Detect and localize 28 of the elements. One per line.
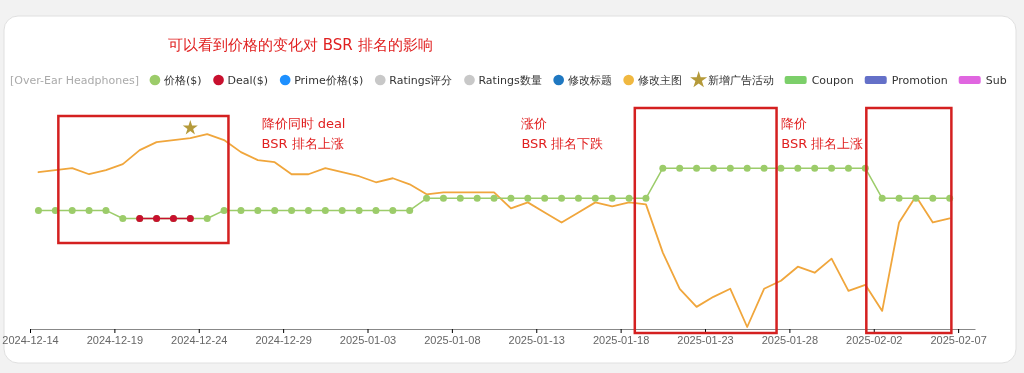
x-tick-label: 2024-12-29 (255, 333, 312, 346)
legend-label: Promotion (891, 74, 948, 87)
x-tick-label: 2024-12-14 (2, 333, 59, 346)
x-tick-label: 2025-01-23 (677, 333, 734, 346)
legend-label: Coupon (811, 74, 854, 87)
x-tick-label: 2025-01-18 (592, 333, 650, 346)
annotation: 涨价 BSR 排名下跌 (521, 116, 604, 151)
legend-label: Ratings数量 (478, 74, 542, 87)
annotation: 降价 BSR 排名上涨 (781, 116, 864, 151)
x-tick-label: 2025-02-02 (846, 333, 903, 346)
legend-title: [Over-Ear Headphones] (10, 74, 139, 87)
x-tick-label: 2025-01-08 (424, 333, 481, 346)
legend-label: Prime价格($) (294, 74, 364, 87)
x-tick-label: 2025-01-28 (761, 333, 819, 346)
legend-label: Deal($) (227, 74, 269, 87)
x-tick-label: 2024-12-24 (171, 333, 228, 346)
legend-label: 新增广告活动 (707, 74, 774, 87)
x-tick-label: 2025-02-07 (930, 333, 987, 346)
legend-label: 修改主图 (637, 74, 682, 87)
legend-label: 修改标题 (567, 74, 612, 87)
x-tick-label: 2025-01-03 (339, 333, 397, 346)
legend-label: Ratings评分 (389, 74, 453, 87)
x-tick-label: 2024-12-19 (86, 333, 144, 346)
chart-title: 可以看到价格的变化对 BSR 排名的影响 (168, 36, 433, 54)
legend-label: 价格($) (162, 74, 202, 87)
annotation: 降价同时 deal BSR 排名上涨 (261, 116, 346, 151)
legend-label: Sub (985, 74, 1007, 87)
x-tick-label: 2025-01-13 (508, 333, 565, 346)
